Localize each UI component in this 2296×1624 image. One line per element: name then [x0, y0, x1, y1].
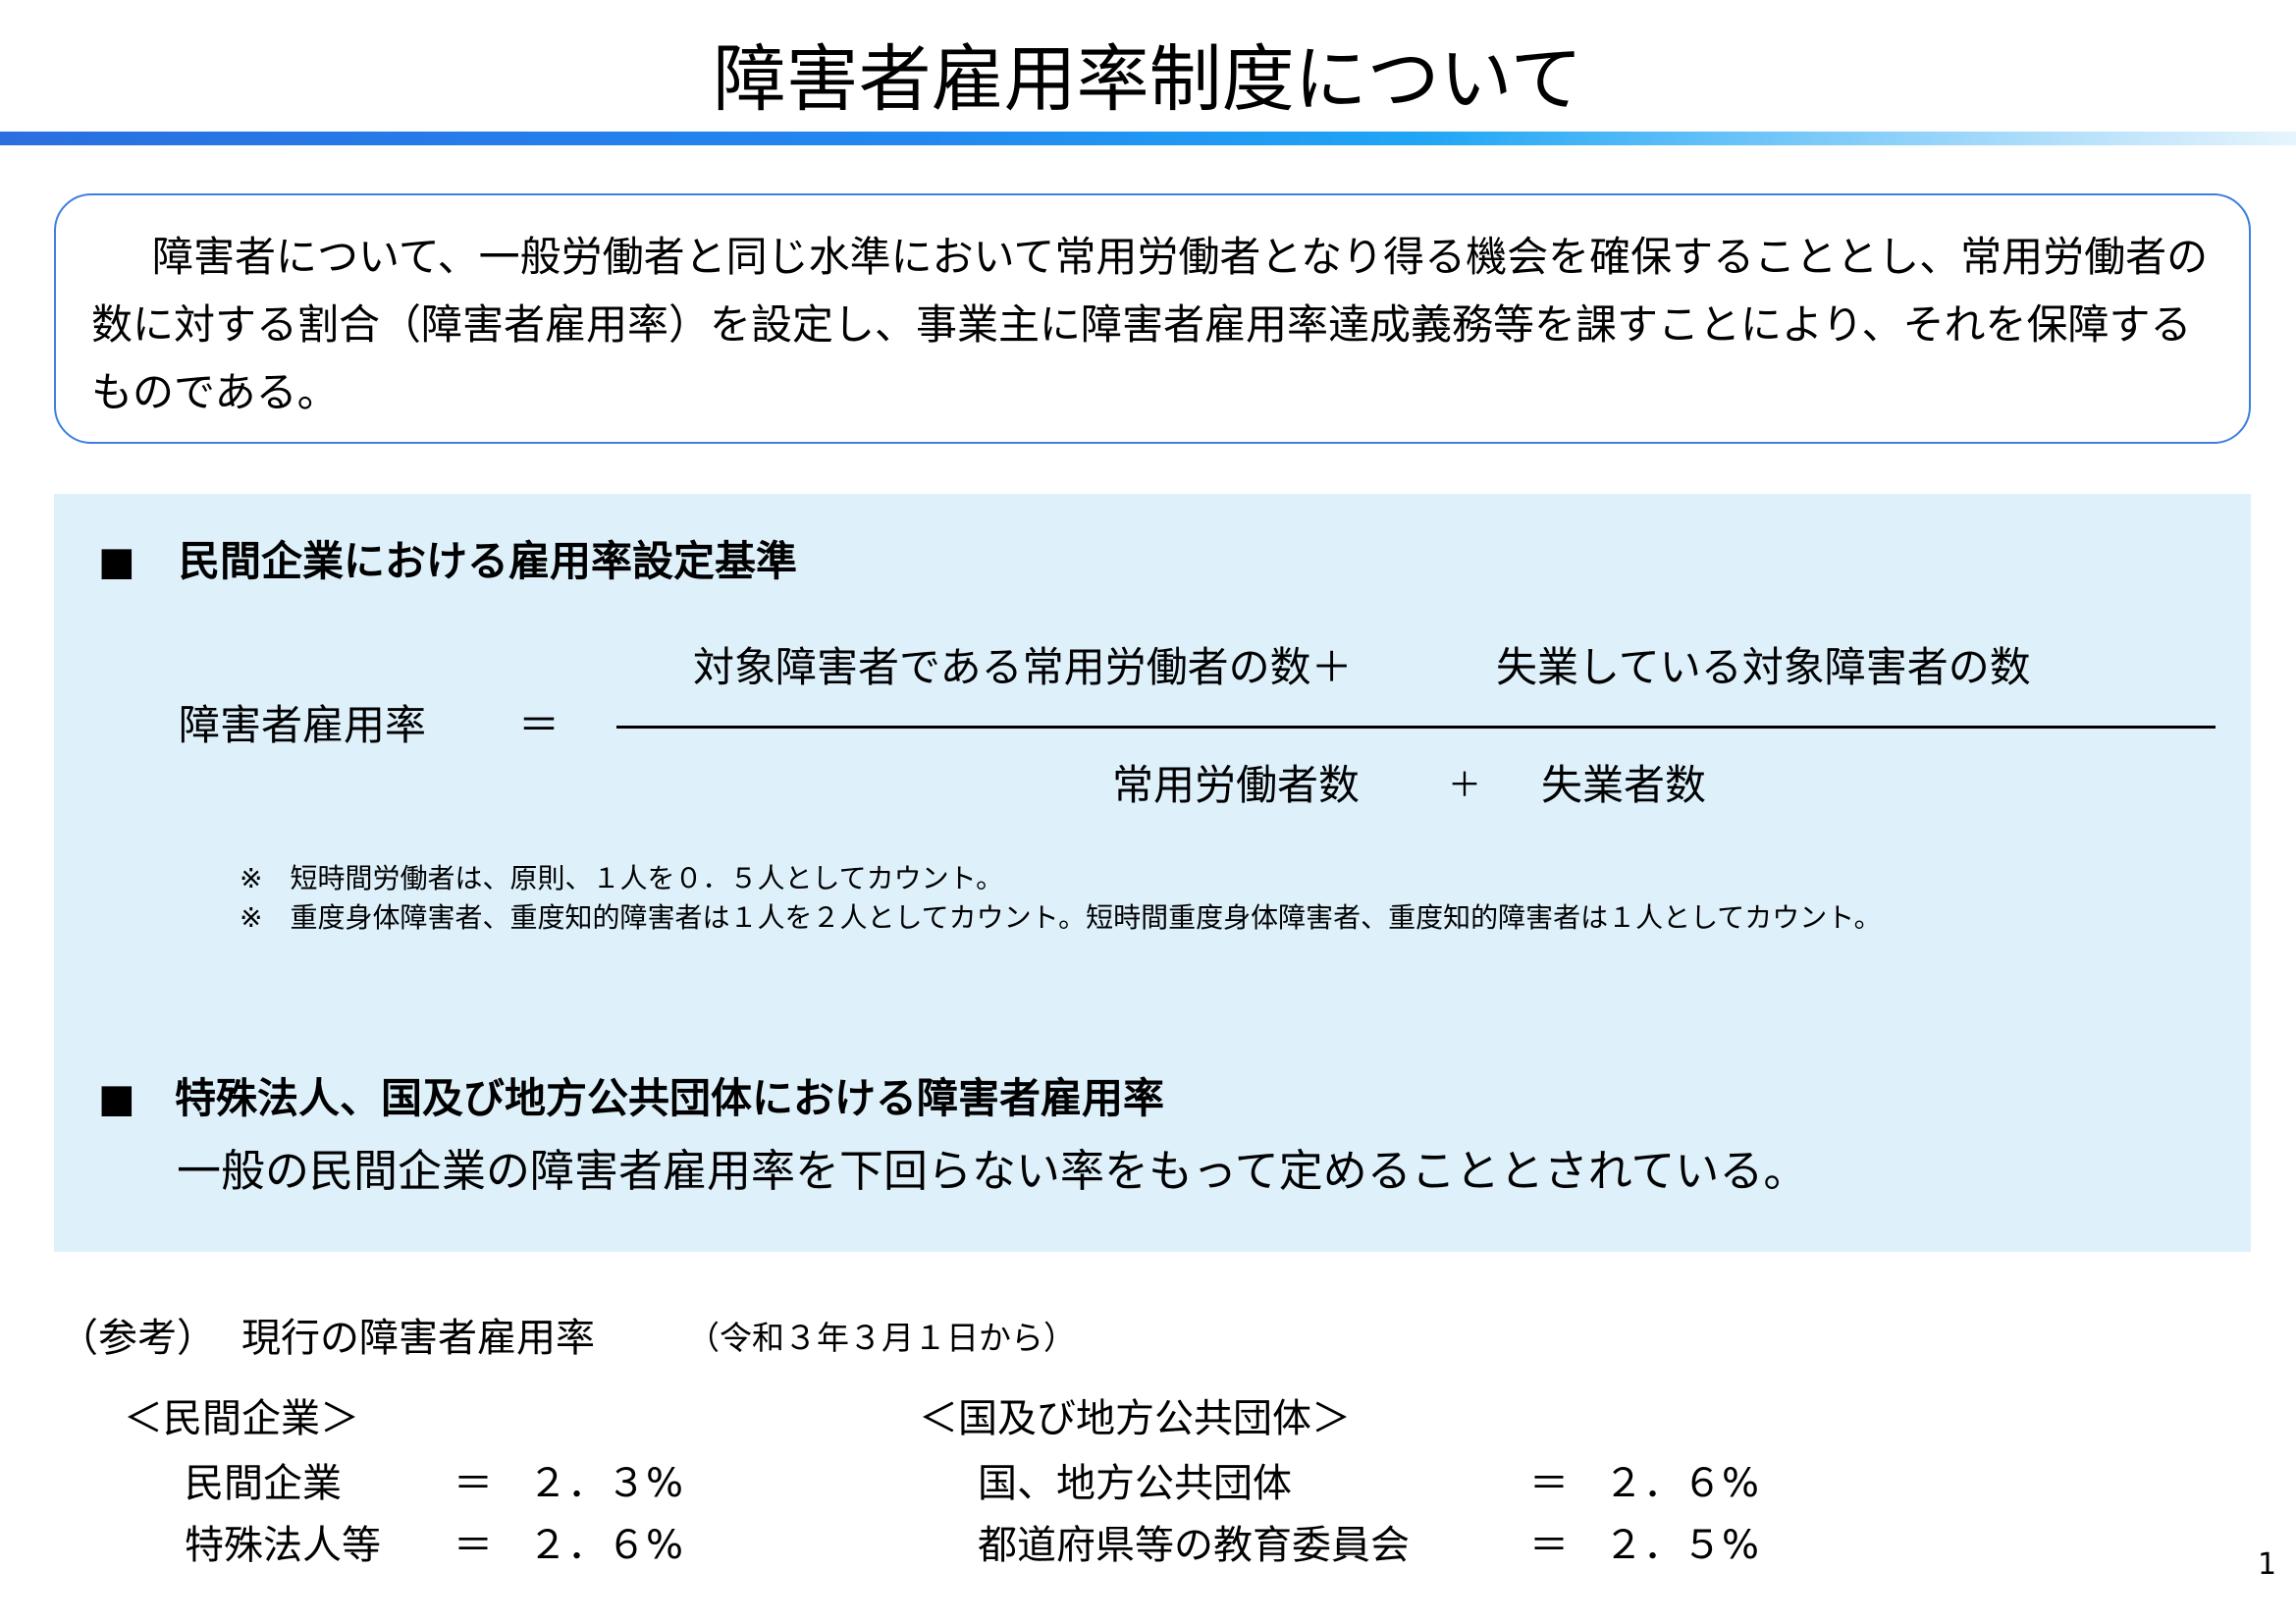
formula-numerator-b: 失業している対象障害者の数 [1496, 643, 2031, 691]
reference-title: 現行の障害者雇用率 [241, 1316, 595, 1361]
page-number: 1 [2258, 1547, 2277, 1582]
private-row-eq: ＝ [454, 1461, 493, 1506]
public-row-eq: ＝ [1529, 1523, 1569, 1568]
intro-text: 障害者について、一般労働者と同じ水準において常用労働者となり得る機会を確保するこ… [91, 233, 2209, 416]
formula-plus: ＋ [1448, 766, 1481, 805]
formula-equals: ＝ [518, 701, 561, 749]
public-row-eq: ＝ [1529, 1461, 1569, 1506]
formula-denominator-a: 常用労働者数 [1112, 761, 1361, 809]
private-row-eq: ＝ [454, 1523, 493, 1568]
public-heading: ＜国及び地方公共団体＞ [919, 1396, 1351, 1441]
title-underline-bar [0, 132, 2296, 145]
formula-numerator-a: 対象障害者である常用労働者の数＋ [693, 643, 1353, 691]
fraction-line [616, 726, 2216, 729]
note-1: ※ 短時間労働者は、原則、１人を０．５人としてカウント。 [240, 862, 1004, 894]
note-2: ※ 重度身体障害者、重度知的障害者は１人を２人としてカウント。短時間重度身体障害… [240, 901, 1882, 934]
formula-lhs: 障害者雇用率 [179, 701, 427, 749]
public-row-value: ２．５% [1604, 1523, 1760, 1568]
private-row-value: ２．６% [528, 1523, 684, 1568]
criteria-panel [54, 494, 2251, 1252]
public-row-value: ２．６% [1604, 1461, 1760, 1506]
formula-denominator-b: 失業者数 [1541, 761, 1707, 809]
private-row-value: ２．３% [528, 1461, 684, 1506]
bullet-square-icon: ■ [98, 1076, 135, 1121]
intro-box: 障害者について、一般労働者と同じ水準において常用労働者となり得る機会を確保するこ… [54, 193, 2251, 444]
section2-heading: 特殊法人、国及び地方公共団体における障害者雇用率 [175, 1074, 1165, 1122]
page-title: 障害者雇用率制度について [713, 37, 1583, 122]
bullet-square-icon: ■ [98, 539, 135, 584]
public-row-name: 国、地方公共団体 [978, 1461, 1292, 1506]
private-heading: ＜民間企業＞ [124, 1396, 359, 1441]
private-row-name: 特殊法人等 [185, 1523, 381, 1568]
section1-heading: 民間企業における雇用率設定基準 [179, 537, 798, 585]
section2-body: 一般の民間企業の障害者雇用率を下回らない率をもって定めることとされている。 [177, 1145, 1808, 1197]
private-row-name: 民間企業 [185, 1461, 342, 1506]
reference-date: （令和３年３月１日から） [687, 1319, 1076, 1357]
public-row-name: 都道府県等の教育委員会 [978, 1523, 1410, 1568]
reference-label: （参考） [59, 1316, 216, 1361]
